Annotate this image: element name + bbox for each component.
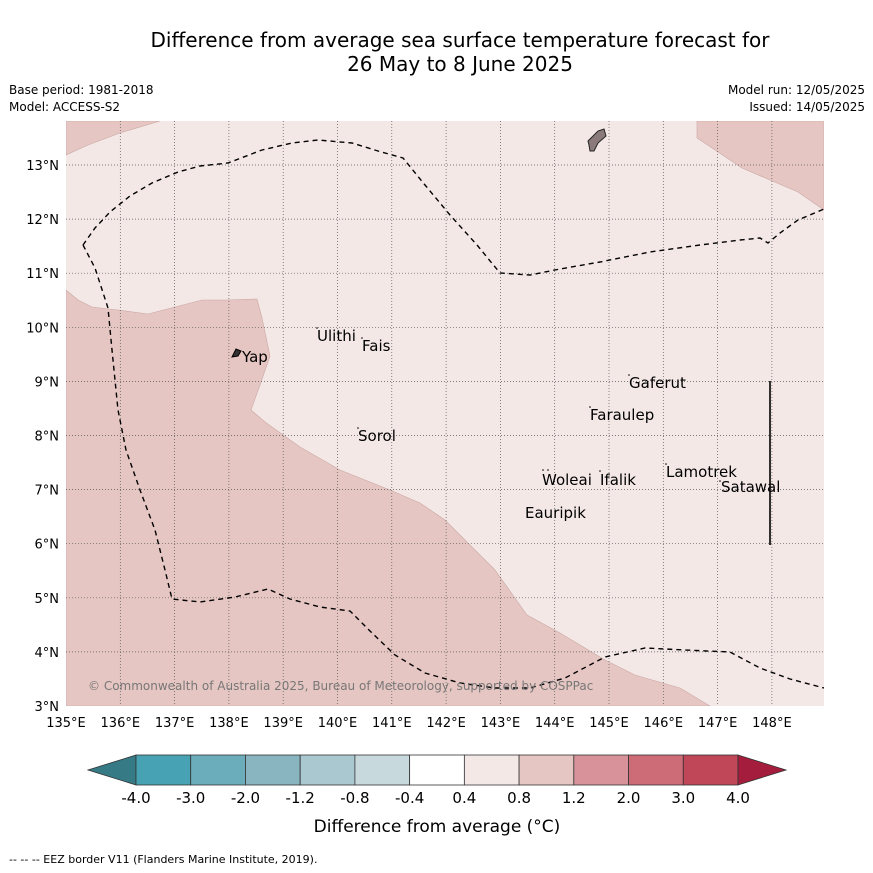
graticule	[66, 121, 824, 706]
place-labels: Ulithi Fais Yap Gaferut Faraulep Sorol W…	[241, 327, 780, 522]
colorbar-tick-label: -1.2	[286, 789, 315, 807]
island-dots	[316, 327, 721, 482]
longitude-tick-label: 140°E	[318, 716, 358, 731]
model-name: Model: ACCESS-S2	[9, 100, 121, 114]
longitude-tick-label: 135°E	[46, 716, 86, 731]
latitude-tick-label: 5°N	[35, 592, 60, 607]
place-label: Ulithi	[317, 327, 356, 345]
base-period: Base period: 1981-2018	[9, 83, 154, 97]
latitude-tick-label: 7°N	[35, 484, 60, 499]
colorbar-segment	[409, 754, 465, 786]
colorbar-segment	[354, 754, 411, 786]
longitude-tick-label: 148°E	[752, 716, 792, 731]
colorbar-ticks: -4.0 -3.0 -2.0 -1.2 -0.8 -0.4 0.4 0.8 1.2 2.0 3.0 4…	[121, 789, 750, 807]
place-label: Sorol	[358, 427, 396, 445]
longitude-tick-label: 143°E	[481, 716, 521, 731]
colorbar-tick-label: -3.0	[176, 789, 205, 807]
colorbar-segment	[135, 754, 192, 786]
colorbar-tick-label: -4.0	[121, 789, 150, 807]
place-label: Eauripik	[525, 504, 586, 522]
longitude-tick-label: 144°E	[535, 716, 575, 731]
latitude-tick-label: 3°N	[35, 700, 60, 715]
latitude-tick-label: 11°N	[26, 267, 59, 282]
title-line-1: Difference from average sea surface temp…	[150, 28, 770, 52]
anomaly-band-0.8-1.2-northwest	[66, 121, 161, 156]
colorbar-tick-label: 3.0	[671, 789, 695, 807]
longitude-tick-label: 139°E	[263, 716, 303, 731]
latitude-tick-label: 8°N	[35, 430, 60, 445]
colorbar-segment	[299, 754, 356, 786]
latitude-tick-label: 9°N	[35, 375, 60, 390]
place-label: Ifalik	[600, 471, 636, 489]
colorbar-segment	[463, 754, 520, 786]
longitude-tick-label: 147°E	[698, 716, 738, 731]
colorbar-tick-label: 2.0	[617, 789, 641, 807]
longitude-tick-label: 146°E	[644, 716, 684, 731]
longitude-tick-label: 141°E	[372, 716, 412, 731]
place-label: Yap	[241, 348, 268, 366]
latitude-tick-label: 6°N	[35, 538, 60, 553]
yap-island	[231, 348, 242, 358]
eez-footnote: -- -- -- EEZ border V11 (Flanders Marine…	[9, 853, 318, 866]
guam-island	[587, 128, 607, 152]
place-label: Gaferut	[629, 374, 686, 392]
issued-date: Issued: 14/05/2025	[749, 100, 865, 114]
colorbar-tick-label: 4.0	[726, 789, 750, 807]
place-label: Fais	[362, 337, 391, 355]
place-label: Lamotrek	[666, 463, 737, 481]
latitude-tick-label: 4°N	[35, 646, 60, 661]
anomaly-band-0.8-1.2-south	[66, 289, 711, 706]
chart-title: Difference from average sea surface temp…	[60, 28, 860, 76]
longitude-tick-label: 145°E	[589, 716, 629, 731]
colorbar-segment	[190, 754, 246, 786]
colorbar-segment	[682, 754, 739, 786]
colorbar-tick-label: 0.4	[452, 789, 476, 807]
colorbar-segment	[573, 754, 629, 786]
colorbar-segment	[518, 754, 575, 786]
colorbar-segment	[245, 754, 301, 786]
colorbar-extend-high	[737, 754, 788, 786]
colorbar-title: Difference from average (°C)	[314, 817, 561, 837]
place-label: Woleai	[542, 471, 592, 489]
latitude-tick-label: 13°N	[26, 159, 59, 174]
place-label: Satawal	[721, 478, 780, 496]
model-run: Model run: 12/05/2025	[727, 83, 865, 97]
colorbar-tick-label: -0.4	[395, 789, 424, 807]
copyright-watermark: © Commonwealth of Australia 2025, Bureau…	[88, 679, 593, 693]
colorbar-tick-label: 1.2	[562, 789, 586, 807]
longitude-tick-label: 136°E	[101, 716, 141, 731]
anomaly-band-0.8-1.2-northeast	[696, 121, 824, 211]
axis-labels: 135°E 136°E 137°E 138°E 139°E 140°E 141°E 142°E…	[26, 159, 791, 731]
colorbar-tick-label: -2.0	[231, 789, 260, 807]
colorbar-tick-label: 0.8	[507, 789, 531, 807]
longitude-tick-label: 138°E	[209, 716, 249, 731]
meta-right: Model run: 12/05/2025 Issued: 14/05/2025	[728, 82, 865, 116]
title-line-2: 26 May to 8 June 2025	[347, 52, 573, 76]
longitude-tick-label: 142°E	[426, 716, 466, 731]
map-area: Ulithi Fais Yap Gaferut Faraulep Sorol W…	[66, 121, 824, 706]
place-label: Faraulep	[590, 406, 654, 424]
colorbar-tick-label: -0.8	[340, 789, 369, 807]
latitude-tick-label: 10°N	[26, 321, 59, 336]
colorbar-extend-low	[86, 754, 137, 786]
longitude-tick-label: 137°E	[155, 716, 195, 731]
latitude-tick-label: 12°N	[26, 213, 59, 228]
colorbar-segment	[628, 754, 684, 786]
colorbar	[86, 754, 788, 786]
eez-border	[82, 139, 824, 689]
meta-left: Base period: 1981-2018 Model: ACCESS-S2	[9, 82, 154, 116]
